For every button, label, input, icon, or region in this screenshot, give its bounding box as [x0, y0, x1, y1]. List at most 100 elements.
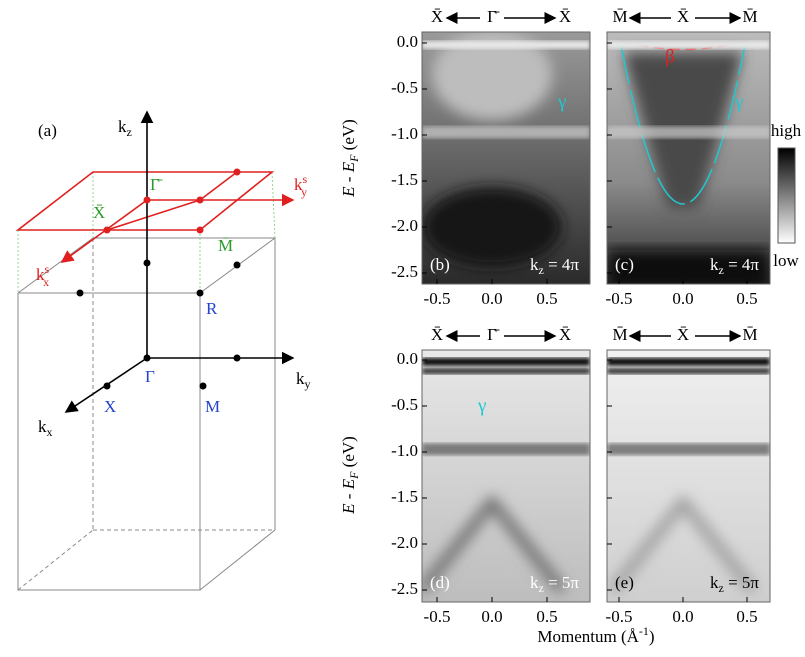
direction-label: M̄	[612, 7, 627, 26]
panel-label: (b)	[430, 255, 450, 274]
kz-label: kz = 5π	[710, 573, 759, 595]
x-tick-label: 0.5	[536, 607, 557, 626]
band	[607, 443, 770, 456]
x-tick-label: 0.0	[672, 607, 693, 626]
x-axis-label: Momentum (Å-1)	[537, 624, 654, 646]
band-annotation: β	[665, 46, 675, 67]
sub: F	[347, 471, 361, 480]
arpes-image	[422, 350, 590, 602]
x-tick-label: -0.5	[424, 607, 451, 626]
unit: (eV)	[339, 119, 358, 154]
sub: z	[539, 581, 544, 595]
point-label: X̄	[93, 203, 105, 222]
x-tick-label: -0.5	[606, 607, 633, 626]
sub: F	[347, 154, 361, 163]
base: k	[294, 175, 303, 194]
y-tick-label: 0.0	[397, 32, 418, 51]
direction-label: X̄	[431, 325, 443, 344]
direction-label: Γ̄	[487, 325, 500, 344]
axis-label: kx	[38, 417, 53, 439]
feature	[422, 187, 562, 267]
end: )	[649, 627, 655, 646]
x-tick-label: -0.5	[606, 289, 633, 308]
y-tick-label: -0.5	[391, 395, 418, 414]
feature	[432, 32, 552, 121]
main: Momentum (Å	[537, 627, 639, 646]
direction-label: Γ̄	[487, 7, 500, 26]
feature	[609, 494, 757, 594]
frame	[606, 31, 771, 285]
kz-label: kz = 4π	[710, 255, 759, 277]
point-label: Γ	[145, 367, 155, 386]
axis-label: ks y	[294, 172, 308, 199]
x-tick-label: 0.5	[736, 289, 757, 308]
arpes-image	[607, 32, 770, 284]
y-tick-label: -2.5	[391, 579, 418, 598]
feature	[422, 494, 566, 594]
base: k	[118, 117, 127, 136]
rest: = 4π	[544, 255, 580, 274]
x-tick-label: 0.0	[481, 289, 502, 308]
point-label: M̄	[218, 236, 233, 255]
direction-label: X̄	[559, 7, 571, 26]
y-tick-label: -1.5	[391, 170, 418, 189]
band	[422, 357, 590, 366]
axis-label: ks x	[36, 262, 50, 289]
arpes-image	[422, 32, 590, 284]
kz-label: kz = 4π	[530, 255, 579, 277]
sub: y	[305, 377, 311, 391]
cube-back	[93, 237, 276, 530]
kz-label: kz = 5π	[530, 573, 579, 595]
sup: -1	[639, 624, 649, 638]
x-tick-label: 0.0	[481, 607, 502, 626]
sub: z	[719, 581, 724, 595]
band-annotation: γ	[734, 91, 743, 112]
band	[422, 443, 590, 456]
sub: z	[719, 263, 724, 277]
band	[422, 368, 590, 375]
arpes-image	[607, 350, 770, 602]
x-tick-label: -0.5	[424, 289, 451, 308]
sup: s	[45, 262, 50, 276]
direction-label: M̄	[742, 325, 757, 344]
x-tick-label: 0.0	[672, 289, 693, 308]
direction-label: M̄	[612, 325, 627, 344]
point-label: R	[206, 299, 218, 318]
sub: y	[301, 185, 307, 199]
band	[607, 368, 770, 375]
band	[607, 357, 770, 366]
y-tick-label: -1.0	[391, 441, 418, 460]
base: k	[38, 417, 47, 436]
base: k	[36, 265, 45, 284]
y-tick-label: -0.5	[391, 78, 418, 97]
band	[422, 40, 590, 49]
band-annotation: γ	[477, 395, 486, 416]
band-annotation: γ	[557, 91, 566, 112]
colorbar-label: high	[771, 121, 802, 140]
band	[620, 44, 746, 205]
frame	[606, 349, 771, 603]
x-tick-label: 0.5	[736, 607, 757, 626]
point-label: Γ̄	[150, 175, 163, 194]
base: k	[530, 573, 539, 592]
rest: = 5π	[724, 573, 760, 592]
direction-label: X̄	[559, 325, 571, 344]
colorbar-label: low	[773, 251, 799, 270]
base: k	[710, 255, 719, 274]
frame	[421, 31, 591, 285]
y-tick-label: 0.0	[397, 349, 418, 368]
sub: z	[127, 125, 132, 139]
y-tick-label: -1.0	[391, 124, 418, 143]
base: k	[296, 369, 305, 388]
rest: = 5π	[544, 573, 580, 592]
y-tick-label: -2.0	[391, 216, 418, 235]
panel-label: (a)	[38, 121, 57, 140]
sup: s	[303, 172, 308, 186]
base: E - E	[339, 478, 358, 515]
band	[422, 126, 590, 139]
cube-front	[17, 292, 201, 591]
unit: (eV)	[339, 436, 358, 471]
axis-label: kz	[118, 117, 132, 139]
direction-label: X̄	[677, 325, 689, 344]
